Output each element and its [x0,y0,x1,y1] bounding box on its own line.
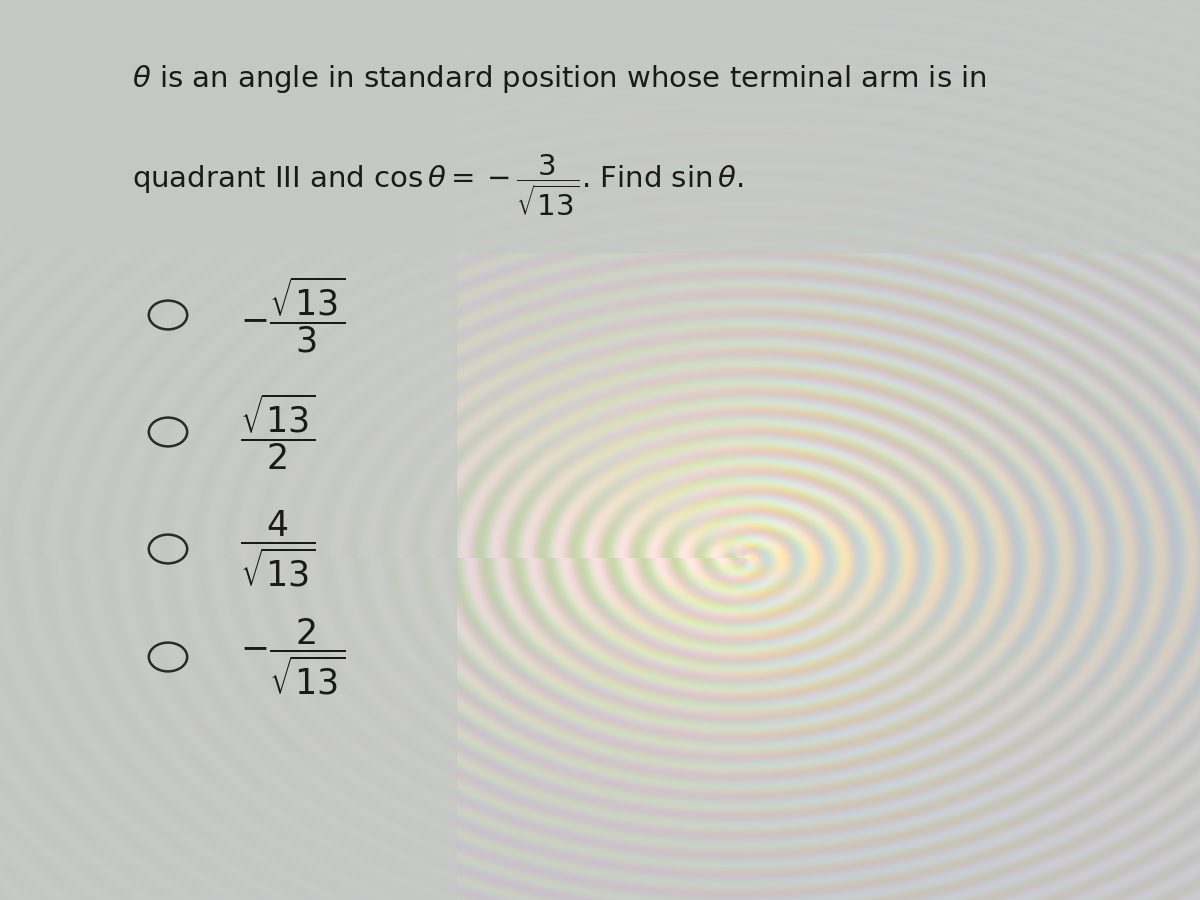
Text: $\dfrac{\sqrt{13}}{2}$: $\dfrac{\sqrt{13}}{2}$ [240,392,316,472]
Text: $\dfrac{4}{\sqrt{13}}$: $\dfrac{4}{\sqrt{13}}$ [240,508,316,590]
Text: $-\dfrac{\sqrt{13}}{3}$: $-\dfrac{\sqrt{13}}{3}$ [240,274,346,356]
Text: $\theta$ is an angle in standard position whose terminal arm is in: $\theta$ is an angle in standard positio… [132,63,986,95]
Text: $-\dfrac{2}{\sqrt{13}}$: $-\dfrac{2}{\sqrt{13}}$ [240,616,346,698]
Bar [0,0,1200,252]
Bar [0,0,456,900]
Text: quadrant III and $\cos\theta = -\dfrac{3}{\sqrt{13}}$. Find $\sin\theta$.: quadrant III and $\cos\theta = -\dfrac{3… [132,153,743,219]
